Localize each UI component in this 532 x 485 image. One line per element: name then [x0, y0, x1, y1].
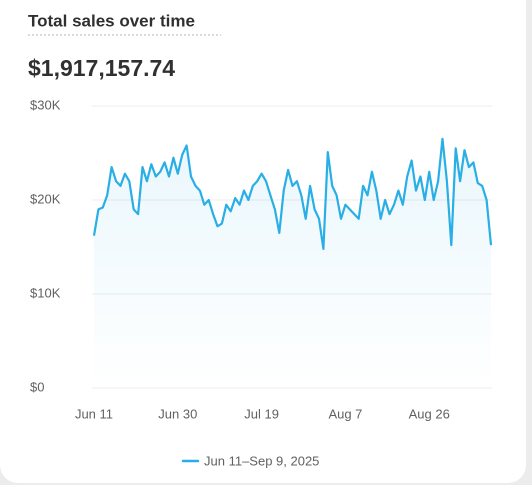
line — [92, 137, 493, 250]
total-value: $1,917,157.74 — [28, 55, 175, 81]
y-tick-label: $10K — [30, 285, 61, 300]
x-tick-label: Aug 26 — [409, 406, 450, 421]
legend-label: Jun 11–Sep 9, 2025 — [204, 453, 319, 468]
y-tick-label: $30K — [30, 97, 61, 112]
y-tick-label: $20K — [30, 191, 61, 206]
area — [94, 138, 491, 388]
x-tick-label: Jun 30 — [158, 406, 197, 421]
x-tick-label: Aug 7 — [328, 406, 362, 421]
x-tick-label: Jun 11 — [75, 406, 113, 421]
y-tick-label: $0 — [30, 379, 44, 394]
chart-title[interactable]: Total sales over time — [28, 11, 195, 30]
x-tick-label: Jul 19 — [244, 406, 279, 421]
